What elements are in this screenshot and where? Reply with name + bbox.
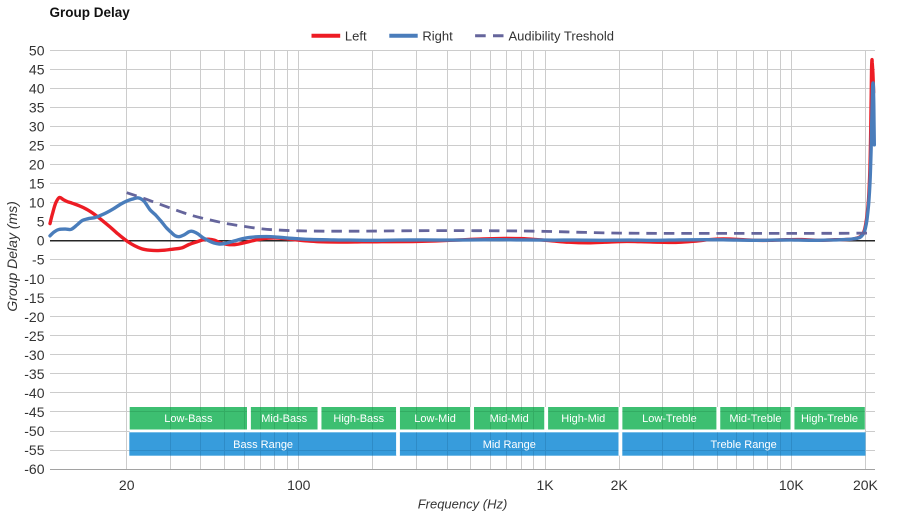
svg-text:-35: -35 bbox=[24, 366, 44, 382]
svg-text:0: 0 bbox=[37, 233, 45, 249]
svg-text:Group Delay: Group Delay bbox=[50, 5, 131, 20]
svg-text:-55: -55 bbox=[24, 442, 44, 458]
svg-text:-50: -50 bbox=[24, 423, 44, 439]
svg-text:2K: 2K bbox=[611, 477, 629, 493]
svg-text:1K: 1K bbox=[536, 477, 554, 493]
svg-text:45: 45 bbox=[29, 61, 45, 77]
svg-text:25: 25 bbox=[29, 138, 45, 154]
svg-text:-20: -20 bbox=[24, 309, 44, 325]
svg-text:-60: -60 bbox=[24, 461, 44, 477]
svg-text:-15: -15 bbox=[24, 290, 44, 306]
svg-text:Left: Left bbox=[345, 28, 367, 43]
svg-text:Mid-Mid: Mid-Mid bbox=[490, 413, 529, 425]
svg-text:-30: -30 bbox=[24, 347, 44, 363]
svg-text:-10: -10 bbox=[24, 271, 44, 287]
svg-text:Frequency (Hz): Frequency (Hz) bbox=[418, 497, 508, 512]
svg-text:35: 35 bbox=[29, 100, 45, 116]
svg-text:5: 5 bbox=[37, 214, 45, 230]
svg-text:Audibility Treshold: Audibility Treshold bbox=[509, 28, 615, 43]
svg-text:20: 20 bbox=[119, 477, 135, 493]
svg-text:Mid-Treble: Mid-Treble bbox=[729, 413, 781, 425]
svg-text:High-Bass: High-Bass bbox=[333, 413, 384, 425]
svg-text:30: 30 bbox=[29, 119, 45, 135]
svg-text:Bass Range: Bass Range bbox=[233, 439, 293, 451]
svg-text:Group Delay (ms): Group Delay (ms) bbox=[4, 201, 20, 311]
svg-text:Low-Bass: Low-Bass bbox=[164, 413, 213, 425]
svg-text:Mid Range: Mid Range bbox=[483, 439, 536, 451]
svg-text:High-Treble: High-Treble bbox=[801, 413, 858, 425]
svg-text:20: 20 bbox=[29, 157, 45, 173]
svg-text:Low-Mid: Low-Mid bbox=[414, 413, 456, 425]
svg-text:-40: -40 bbox=[24, 385, 44, 401]
svg-text:15: 15 bbox=[29, 176, 45, 192]
svg-text:-45: -45 bbox=[24, 404, 44, 420]
svg-text:-25: -25 bbox=[24, 328, 44, 344]
svg-text:20K: 20K bbox=[853, 477, 879, 493]
svg-text:Low-Treble: Low-Treble bbox=[642, 413, 697, 425]
svg-text:10: 10 bbox=[29, 195, 45, 211]
svg-text:100: 100 bbox=[287, 477, 311, 493]
svg-text:-5: -5 bbox=[32, 252, 45, 268]
svg-text:Mid-Bass: Mid-Bass bbox=[261, 413, 307, 425]
svg-text:10K: 10K bbox=[779, 477, 805, 493]
svg-text:40: 40 bbox=[29, 81, 45, 97]
svg-text:50: 50 bbox=[29, 42, 45, 58]
svg-text:High-Mid: High-Mid bbox=[561, 413, 605, 425]
svg-text:Right: Right bbox=[422, 28, 453, 43]
svg-text:Treble Range: Treble Range bbox=[710, 439, 776, 451]
